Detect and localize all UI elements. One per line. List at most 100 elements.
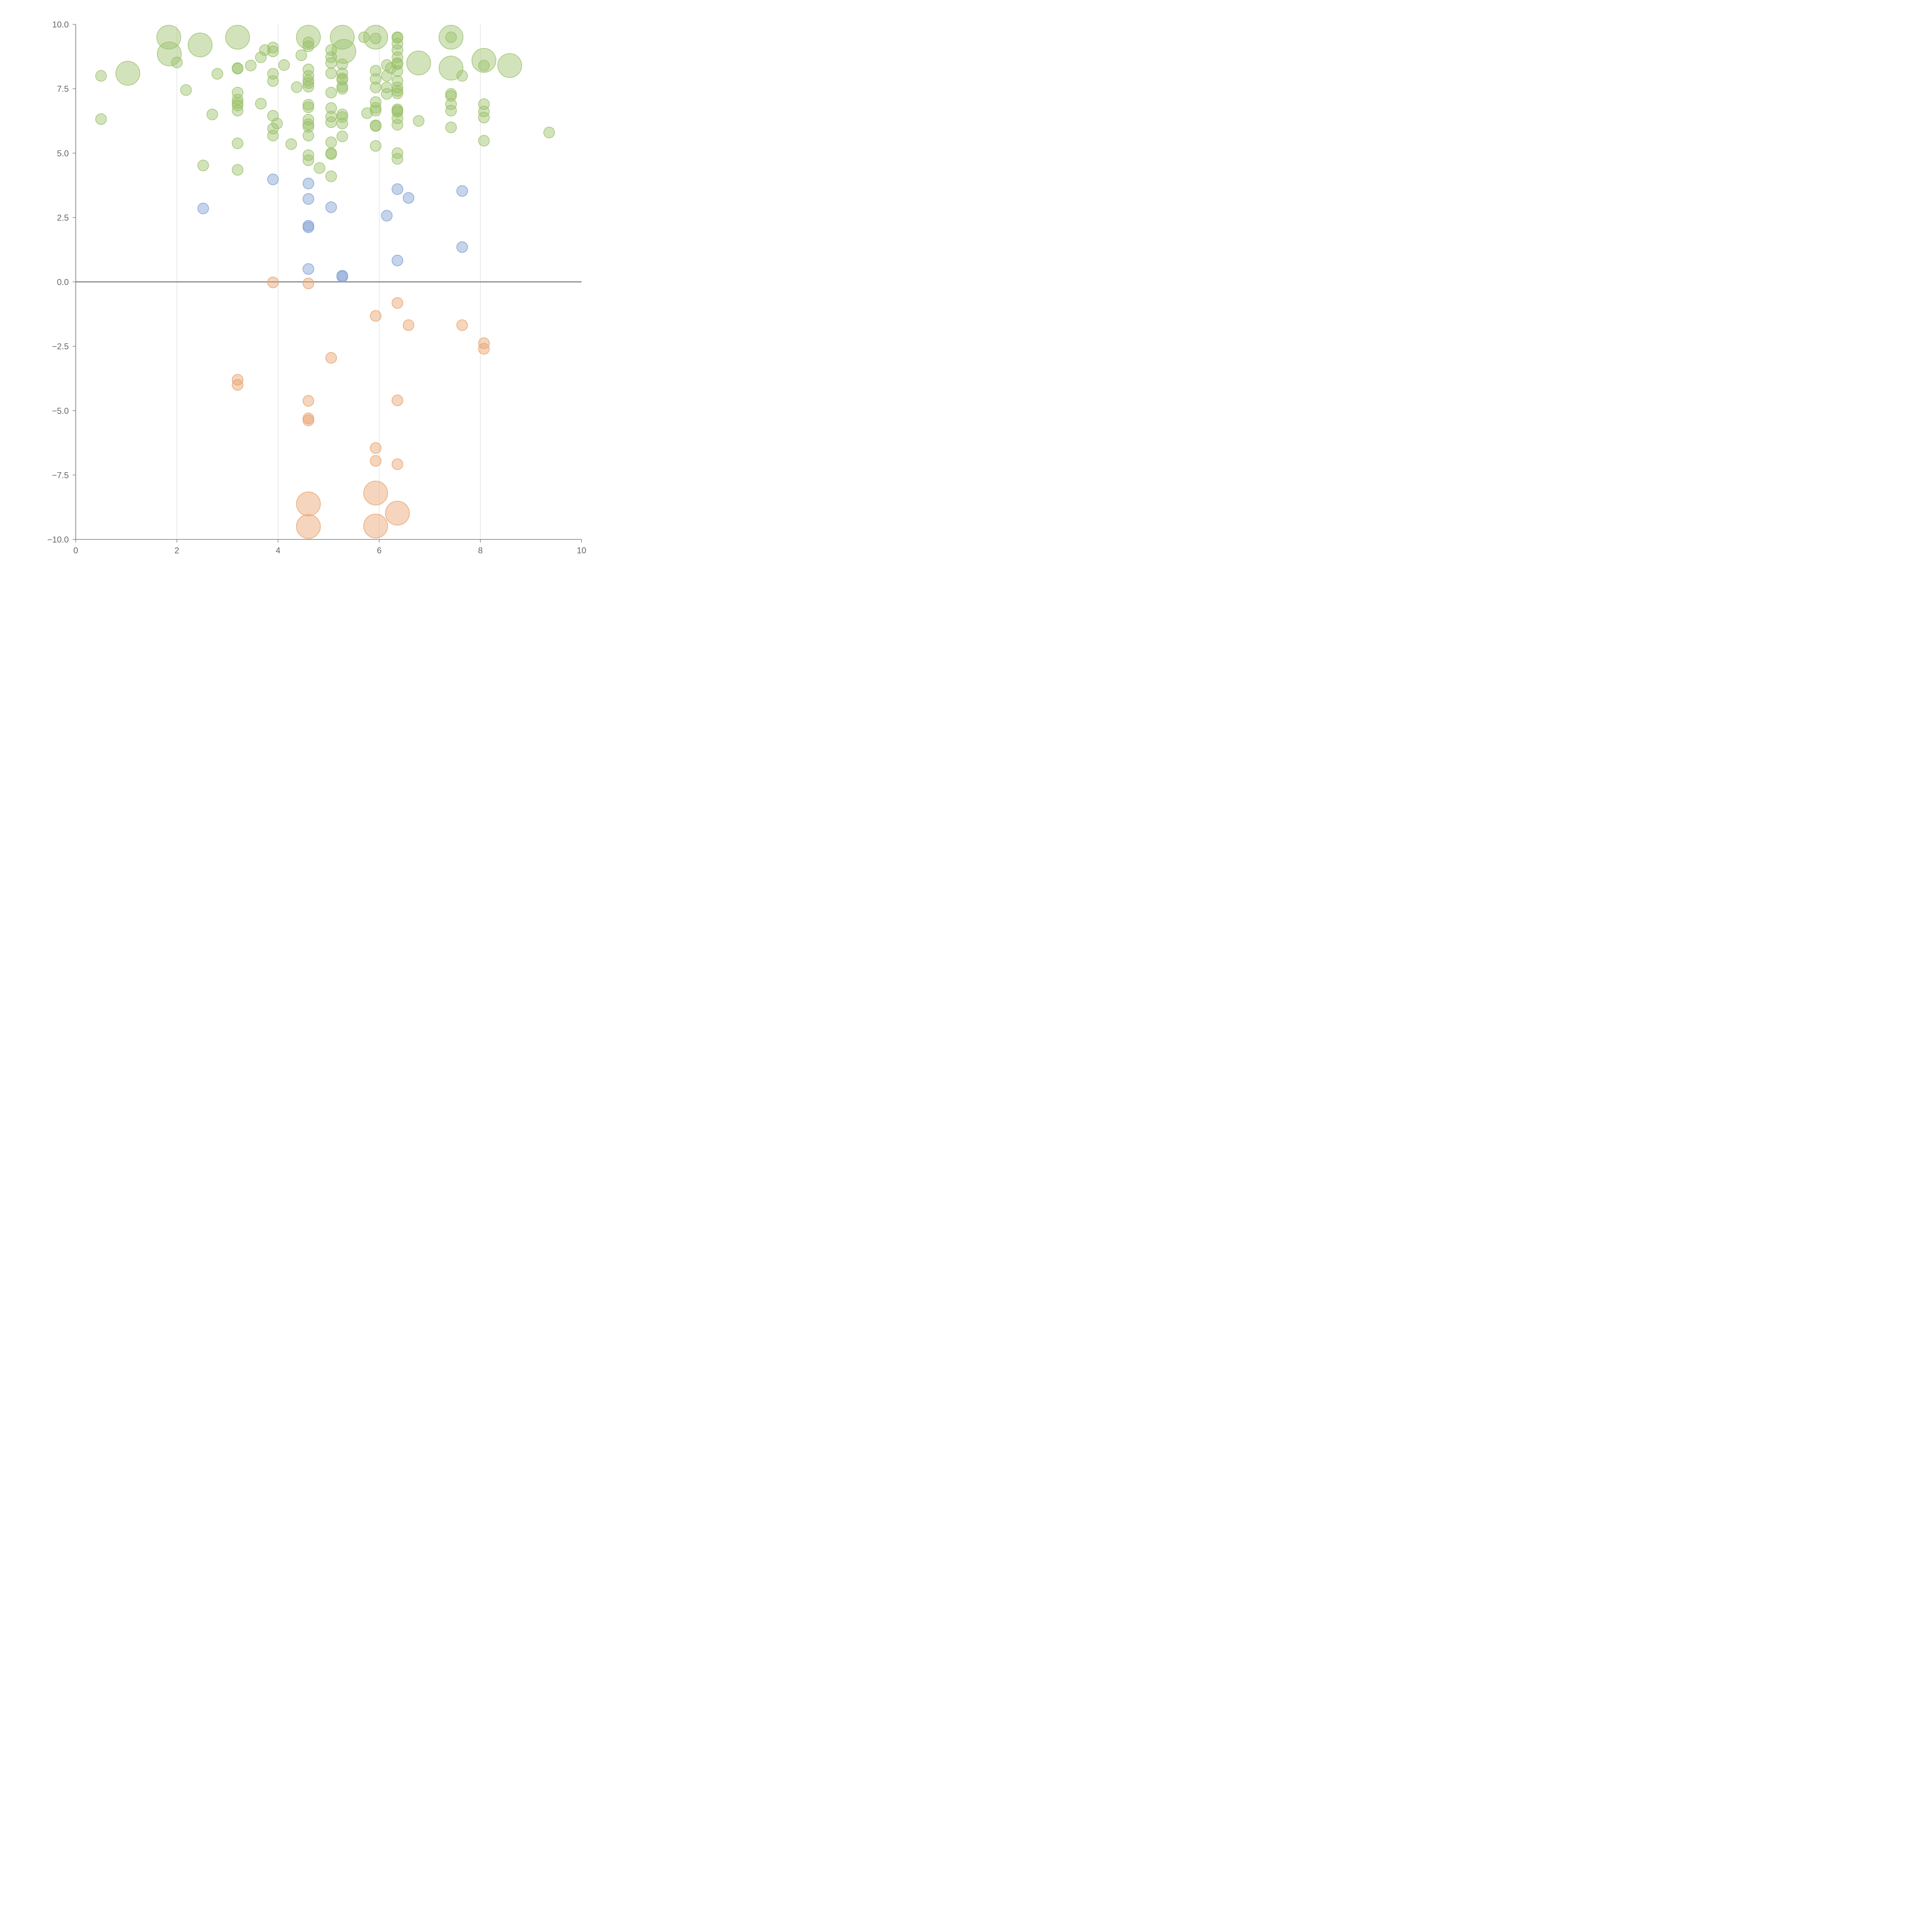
data-point bbox=[370, 32, 382, 44]
data-point bbox=[197, 202, 209, 214]
data-point bbox=[336, 271, 348, 283]
data-point bbox=[331, 39, 356, 64]
data-point bbox=[391, 32, 403, 44]
data-point bbox=[225, 25, 250, 50]
data-point bbox=[188, 32, 213, 58]
data-point bbox=[336, 130, 348, 142]
data-point bbox=[325, 87, 337, 99]
data-point bbox=[95, 113, 107, 125]
data-point bbox=[385, 501, 410, 526]
data-point bbox=[303, 193, 315, 205]
data-points bbox=[95, 25, 555, 539]
series-1 bbox=[197, 173, 468, 283]
data-point bbox=[391, 183, 403, 195]
data-point bbox=[391, 153, 403, 165]
y-tick-label: 0.0 bbox=[57, 277, 69, 287]
data-point bbox=[285, 138, 297, 150]
data-point bbox=[180, 84, 192, 96]
data-point bbox=[336, 117, 348, 129]
data-point bbox=[157, 41, 182, 66]
axes: 0 2 4 6 8 10 10.0 7.5 5.0 2.5 0.0 −2.5 −5.0 −7.5 −10.0 bbox=[47, 20, 586, 555]
data-point bbox=[445, 90, 457, 102]
data-point bbox=[313, 162, 325, 174]
data-point bbox=[303, 177, 315, 189]
data-point bbox=[303, 99, 315, 111]
data-point bbox=[211, 68, 223, 80]
series-0 bbox=[95, 25, 555, 182]
data-point bbox=[303, 118, 315, 130]
data-point bbox=[267, 276, 279, 288]
data-point bbox=[445, 105, 457, 117]
data-point bbox=[370, 310, 382, 322]
data-point bbox=[391, 106, 403, 118]
data-point bbox=[370, 82, 382, 94]
data-point bbox=[478, 135, 490, 147]
data-point bbox=[325, 102, 337, 114]
data-point bbox=[370, 105, 382, 117]
data-point bbox=[336, 83, 348, 95]
data-point bbox=[115, 61, 140, 86]
data-point bbox=[456, 185, 468, 197]
data-point bbox=[267, 41, 279, 53]
data-point bbox=[478, 105, 490, 117]
data-point bbox=[325, 352, 337, 364]
data-point bbox=[370, 140, 382, 152]
data-point bbox=[391, 85, 403, 97]
scatter-chart: 0 2 4 6 8 10 10.0 7.5 5.0 2.5 0.0 −2.5 −5.0 −7.5 −10.0 bbox=[47, 20, 586, 555]
data-point bbox=[303, 75, 315, 87]
y-tick-label: 7.5 bbox=[57, 84, 69, 94]
data-point bbox=[370, 73, 382, 85]
data-point bbox=[403, 192, 415, 204]
data-point bbox=[391, 65, 403, 77]
data-point bbox=[478, 112, 490, 124]
data-point bbox=[206, 109, 218, 121]
data-point bbox=[497, 53, 522, 78]
data-point bbox=[370, 102, 382, 114]
data-point bbox=[406, 50, 431, 75]
data-point bbox=[361, 107, 373, 119]
data-point bbox=[303, 154, 315, 166]
data-point bbox=[478, 60, 490, 71]
data-point bbox=[296, 514, 321, 539]
x-tick-label: 10 bbox=[577, 546, 586, 555]
data-point bbox=[370, 120, 382, 132]
data-point bbox=[197, 160, 209, 172]
data-point bbox=[303, 277, 315, 289]
data-point bbox=[391, 87, 403, 99]
data-point bbox=[445, 31, 457, 43]
data-point bbox=[391, 297, 403, 309]
data-point bbox=[303, 129, 315, 141]
data-point bbox=[325, 170, 337, 182]
y-tick-label: −7.5 bbox=[52, 470, 69, 480]
data-point bbox=[267, 129, 279, 141]
data-point bbox=[231, 105, 243, 117]
data-point bbox=[336, 109, 348, 121]
data-point bbox=[478, 343, 490, 355]
data-point bbox=[336, 111, 348, 123]
data-point bbox=[303, 395, 315, 407]
data-point bbox=[325, 201, 337, 213]
x-tick-label: 8 bbox=[478, 546, 483, 555]
data-point bbox=[295, 49, 307, 61]
data-point bbox=[325, 136, 337, 148]
data-point bbox=[171, 56, 183, 68]
x-tick-label: 6 bbox=[377, 546, 381, 555]
data-point bbox=[403, 319, 415, 331]
y-tick-label: −2.5 bbox=[52, 342, 69, 351]
data-point bbox=[456, 319, 468, 331]
y-tick-label: 10.0 bbox=[52, 20, 69, 29]
data-point bbox=[336, 58, 348, 70]
data-point bbox=[267, 45, 279, 57]
y-tick-label: 2.5 bbox=[57, 213, 69, 223]
data-point bbox=[391, 112, 403, 124]
data-point bbox=[325, 148, 337, 160]
data-point bbox=[456, 241, 468, 253]
y-tick-label: −10.0 bbox=[47, 535, 69, 544]
data-point bbox=[439, 25, 464, 50]
x-tick-label: 0 bbox=[73, 546, 78, 555]
data-point bbox=[231, 379, 243, 391]
data-point bbox=[381, 88, 393, 100]
data-point bbox=[303, 101, 315, 113]
data-point bbox=[370, 65, 382, 77]
data-point bbox=[255, 51, 267, 63]
